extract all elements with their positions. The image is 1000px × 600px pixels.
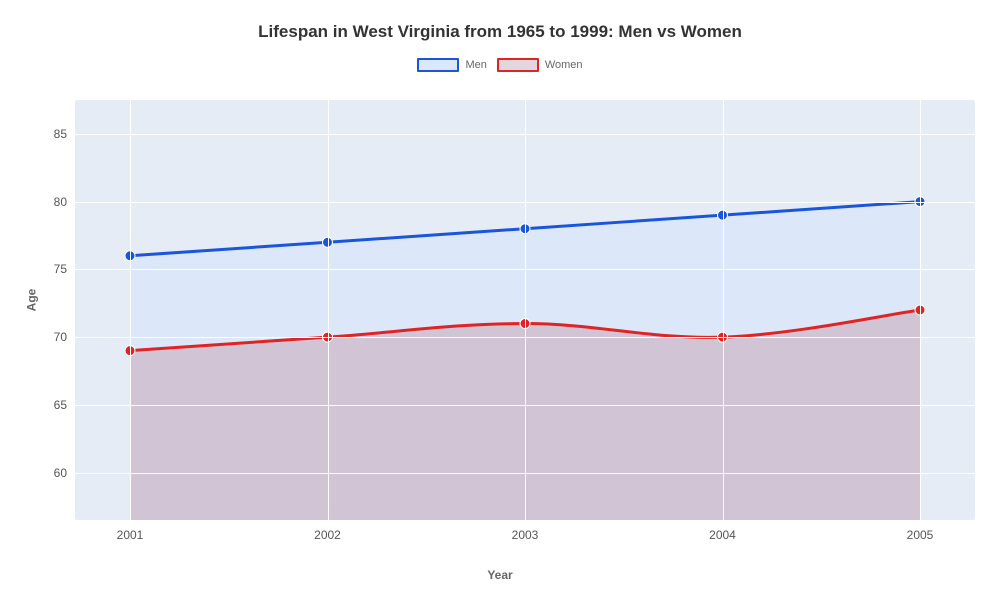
x-tick-label: 2001	[117, 528, 144, 542]
x-tick-label: 2004	[709, 528, 736, 542]
grid-line-v	[130, 100, 131, 520]
y-axis-label: Age	[24, 289, 38, 312]
grid-line-v	[920, 100, 921, 520]
x-tick-label: 2002	[314, 528, 341, 542]
chart-container: Lifespan in West Virginia from 1965 to 1…	[0, 0, 1000, 600]
grid-line-v	[723, 100, 724, 520]
y-tick-label: 75	[54, 262, 67, 276]
grid-line-v	[525, 100, 526, 520]
legend-swatch-women	[497, 58, 539, 72]
y-tick-label: 80	[54, 195, 67, 209]
legend-label-men: Men	[465, 59, 486, 71]
legend-label-women: Women	[545, 59, 583, 71]
y-tick-label: 85	[54, 127, 67, 141]
x-tick-label: 2005	[907, 528, 934, 542]
y-tick-label: 70	[54, 330, 67, 344]
grid-line-v	[328, 100, 329, 520]
y-tick-label: 65	[54, 398, 67, 412]
plot-area: 60657075808520012002200320042005	[75, 100, 975, 520]
legend-item-women[interactable]: Women	[497, 58, 583, 72]
x-axis-label: Year	[0, 568, 1000, 582]
chart-title: Lifespan in West Virginia from 1965 to 1…	[0, 22, 1000, 42]
x-tick-label: 2003	[512, 528, 539, 542]
legend-swatch-men	[417, 58, 459, 72]
legend-item-men[interactable]: Men	[417, 58, 486, 72]
y-tick-label: 60	[54, 466, 67, 480]
legend: Men Women	[0, 58, 1000, 72]
